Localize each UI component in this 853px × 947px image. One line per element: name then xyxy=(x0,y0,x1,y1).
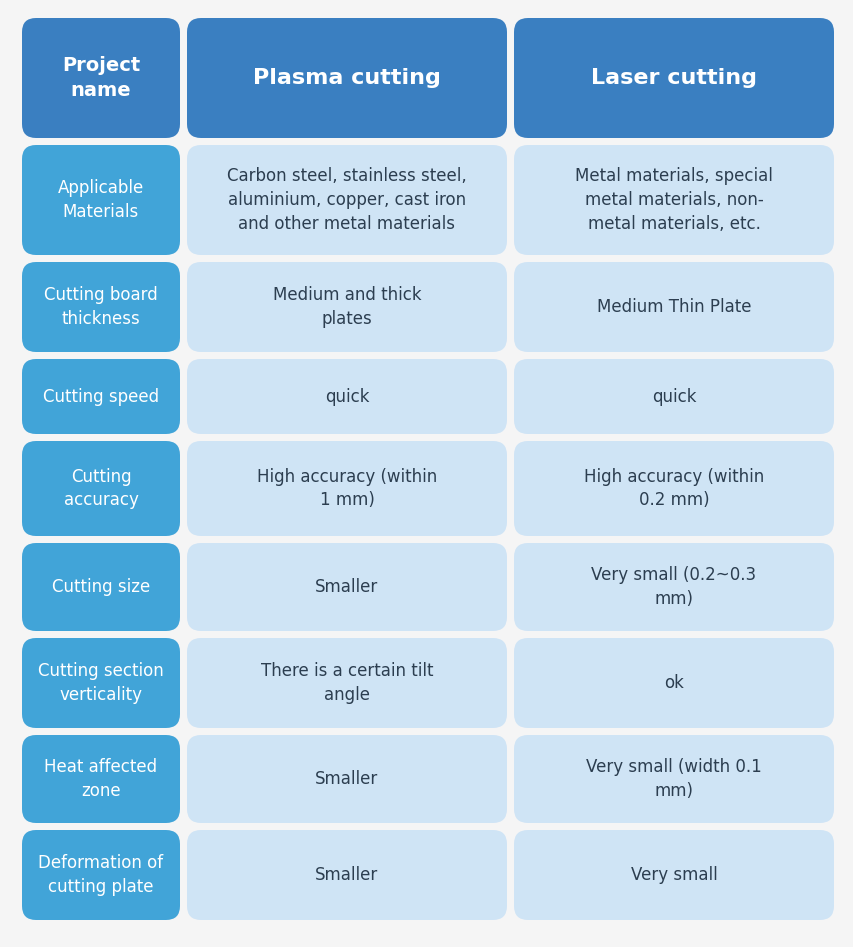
FancyBboxPatch shape xyxy=(514,441,833,536)
FancyBboxPatch shape xyxy=(514,543,833,631)
Text: Heat affected
zone: Heat affected zone xyxy=(44,759,157,800)
FancyBboxPatch shape xyxy=(187,638,507,728)
FancyBboxPatch shape xyxy=(187,543,507,631)
FancyBboxPatch shape xyxy=(22,638,180,728)
Text: Very small: Very small xyxy=(630,866,717,884)
Text: Cutting speed: Cutting speed xyxy=(43,387,159,405)
Text: quick: quick xyxy=(324,387,368,405)
Text: Smaller: Smaller xyxy=(315,578,378,596)
FancyBboxPatch shape xyxy=(514,18,833,138)
FancyBboxPatch shape xyxy=(187,145,507,255)
FancyBboxPatch shape xyxy=(514,638,833,728)
FancyBboxPatch shape xyxy=(22,18,180,138)
Text: High accuracy (within
0.2 mm): High accuracy (within 0.2 mm) xyxy=(583,468,763,509)
Text: Applicable
Materials: Applicable Materials xyxy=(58,179,144,221)
Text: Deformation of
cutting plate: Deformation of cutting plate xyxy=(38,854,164,896)
FancyBboxPatch shape xyxy=(514,262,833,352)
FancyBboxPatch shape xyxy=(22,543,180,631)
Text: Laser cutting: Laser cutting xyxy=(590,68,756,88)
Text: Cutting
accuracy: Cutting accuracy xyxy=(63,468,138,509)
Text: Metal materials, special
metal materials, non-
metal materials, etc.: Metal materials, special metal materials… xyxy=(574,168,772,233)
FancyBboxPatch shape xyxy=(514,145,833,255)
Text: Cutting size: Cutting size xyxy=(52,578,150,596)
Text: Medium Thin Plate: Medium Thin Plate xyxy=(596,298,751,316)
Text: Project
name: Project name xyxy=(61,56,140,100)
FancyBboxPatch shape xyxy=(187,441,507,536)
Text: Very small (0.2~0.3
mm): Very small (0.2~0.3 mm) xyxy=(591,566,756,608)
FancyBboxPatch shape xyxy=(514,830,833,920)
FancyBboxPatch shape xyxy=(22,830,180,920)
FancyBboxPatch shape xyxy=(22,262,180,352)
Text: High accuracy (within
1 mm): High accuracy (within 1 mm) xyxy=(257,468,437,509)
FancyBboxPatch shape xyxy=(187,830,507,920)
Text: Medium and thick
plates: Medium and thick plates xyxy=(272,286,421,328)
Text: ok: ok xyxy=(664,674,683,692)
Text: Carbon steel, stainless steel,
aluminium, copper, cast iron
and other metal mate: Carbon steel, stainless steel, aluminium… xyxy=(227,168,467,233)
Text: Smaller: Smaller xyxy=(315,770,378,788)
Text: Cutting section
verticality: Cutting section verticality xyxy=(38,662,164,704)
Text: Plasma cutting: Plasma cutting xyxy=(252,68,440,88)
FancyBboxPatch shape xyxy=(187,735,507,823)
Text: Very small (width 0.1
mm): Very small (width 0.1 mm) xyxy=(585,759,761,800)
Text: There is a certain tilt
angle: There is a certain tilt angle xyxy=(260,662,432,704)
Text: Cutting board
thickness: Cutting board thickness xyxy=(44,286,158,328)
FancyBboxPatch shape xyxy=(187,18,507,138)
Text: Smaller: Smaller xyxy=(315,866,378,884)
FancyBboxPatch shape xyxy=(22,145,180,255)
FancyBboxPatch shape xyxy=(22,441,180,536)
Text: quick: quick xyxy=(651,387,695,405)
FancyBboxPatch shape xyxy=(22,735,180,823)
FancyBboxPatch shape xyxy=(22,359,180,434)
FancyBboxPatch shape xyxy=(514,735,833,823)
FancyBboxPatch shape xyxy=(514,359,833,434)
FancyBboxPatch shape xyxy=(187,262,507,352)
FancyBboxPatch shape xyxy=(187,359,507,434)
